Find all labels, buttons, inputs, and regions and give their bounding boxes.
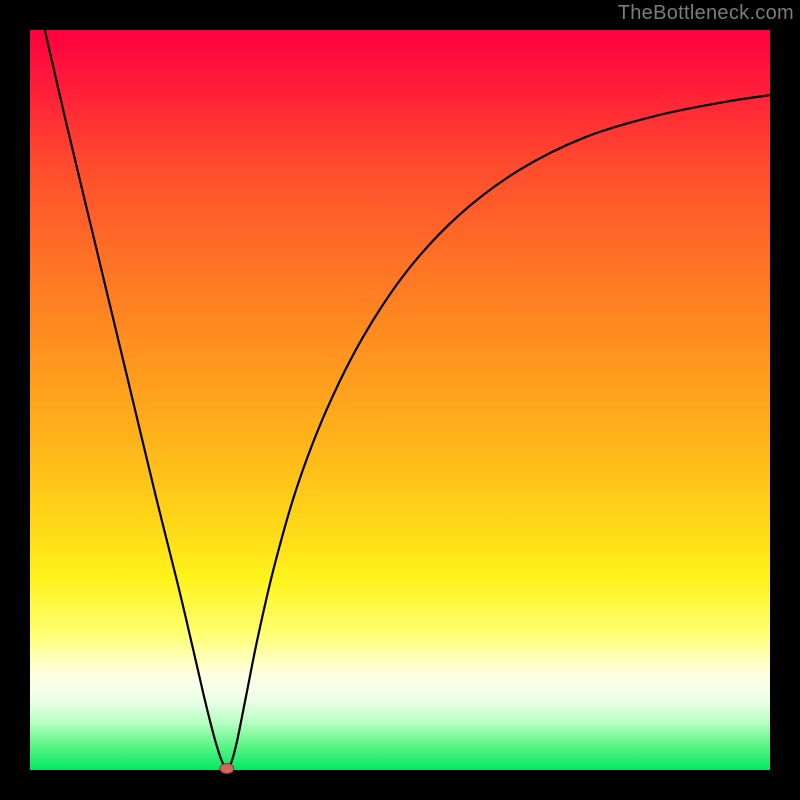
plot-background [30,30,770,770]
bottleneck-chart-svg [0,0,800,800]
watermark-text: TheBottleneck.com [618,2,794,25]
optimum-marker [220,764,234,774]
chart-canvas: TheBottleneck.com [0,0,800,800]
